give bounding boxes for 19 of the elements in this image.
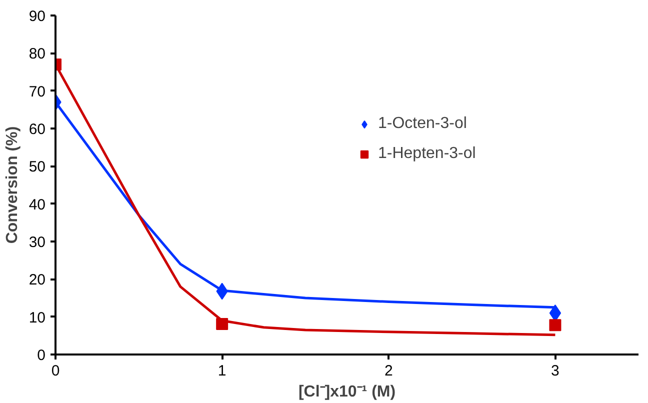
y-tick-label: 10	[28, 309, 46, 326]
legend-label: 1-Octen-3-ol	[378, 115, 467, 133]
x-axis-title: [Cl⁻]x10⁻¹ (M)	[298, 384, 396, 400]
x-tick-label: 1	[218, 362, 226, 380]
y-tick-label: 60	[28, 121, 46, 138]
point	[549, 319, 562, 332]
y-tick-label: 50	[28, 158, 46, 176]
y-tick-label: 20	[28, 272, 46, 289]
y-axis-title: Conversion (%)	[4, 126, 21, 244]
y-tick-label: 40	[28, 196, 46, 214]
y-tick-label: 80	[28, 46, 46, 63]
legend-label: 1-Hepten-3-ol	[378, 145, 476, 163]
y-tick-label: 70	[28, 83, 46, 100]
y-tick-label: 0	[37, 347, 46, 364]
x-tick-label: 2	[384, 362, 393, 380]
y-tick-label: 90	[28, 8, 46, 25]
x-tick-label: 0	[51, 362, 60, 380]
x-tick-label: 3	[551, 362, 560, 380]
y-tick-label: 30	[28, 234, 46, 251]
